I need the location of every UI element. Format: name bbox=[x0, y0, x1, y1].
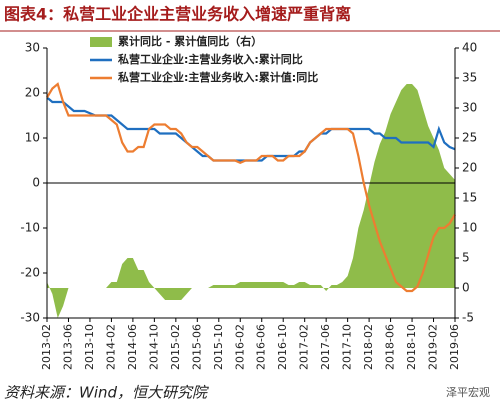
y-tick-label: -10 bbox=[20, 221, 40, 235]
y2-tick-label: 10 bbox=[462, 221, 477, 235]
x-tick-label: 2013-02 bbox=[40, 324, 53, 370]
x-tick-label: 2018-02 bbox=[362, 324, 375, 370]
y2-tick-label: -5 bbox=[462, 311, 474, 325]
y-tick-label: -20 bbox=[20, 266, 40, 280]
x-tick-label: 2017-02 bbox=[298, 324, 311, 370]
legend-label: 私营工业企业:主营业务收入:累计值:同比 bbox=[118, 70, 318, 84]
x-tick-label: 2015-02 bbox=[169, 324, 182, 370]
y-tick-label: 20 bbox=[25, 86, 40, 100]
x-tick-label: 2018-10 bbox=[405, 324, 418, 370]
x-tick-label: 2019-06 bbox=[448, 324, 461, 370]
y2-tick-label: 20 bbox=[462, 161, 477, 175]
line bbox=[46, 82, 456, 293]
source: 资料来源：Wind，恒大研究院 bbox=[4, 384, 209, 402]
x-tick-label: 2017-10 bbox=[341, 324, 354, 370]
x-tick-label: 2016-02 bbox=[233, 324, 246, 370]
y2-tick-label: 40 bbox=[462, 41, 477, 55]
x-tick-label: 2014-02 bbox=[104, 324, 117, 370]
x-tick-label: 2016-10 bbox=[276, 324, 289, 370]
y2-tick-label: 35 bbox=[462, 71, 477, 85]
watermark: 泽平宏观 bbox=[446, 385, 490, 399]
legend-swatch bbox=[90, 37, 112, 47]
x-tick-label: 2013-06 bbox=[61, 324, 74, 370]
x-tick-label: 2016-06 bbox=[255, 324, 268, 370]
x-tick-label: 2013-10 bbox=[83, 324, 96, 370]
x-tick-label: 2019-02 bbox=[427, 324, 440, 370]
y-tick-label: 0 bbox=[32, 176, 40, 190]
x-tick-label: 2017-06 bbox=[319, 324, 332, 370]
x-tick-label: 2014-10 bbox=[147, 324, 160, 370]
y-tick-label: -30 bbox=[20, 311, 40, 325]
legend-label: 私营工业企业:主营业务收入:累计同比 bbox=[118, 52, 303, 66]
y-tick-label: 10 bbox=[25, 131, 40, 145]
y2-tick-label: 0 bbox=[462, 281, 470, 295]
y-tick-label: 30 bbox=[25, 41, 40, 55]
y2-tick-label: 15 bbox=[462, 191, 477, 205]
x-tick-label: 2014-06 bbox=[126, 324, 139, 370]
chart-title: 图表4：私营工业企业主营业务收入增速严重背离 bbox=[4, 5, 351, 24]
x-tick-label: 2015-10 bbox=[212, 324, 225, 370]
x-tick-label: 2015-06 bbox=[190, 324, 203, 370]
x-tick-label: 2018-06 bbox=[384, 324, 397, 370]
area bbox=[47, 84, 455, 318]
y2-tick-label: 30 bbox=[462, 101, 477, 115]
legend-label: 累计同比 - 累计值同比（右） bbox=[118, 34, 262, 48]
y2-tick-label: 5 bbox=[462, 251, 470, 265]
y2-tick-label: 25 bbox=[462, 131, 477, 145]
